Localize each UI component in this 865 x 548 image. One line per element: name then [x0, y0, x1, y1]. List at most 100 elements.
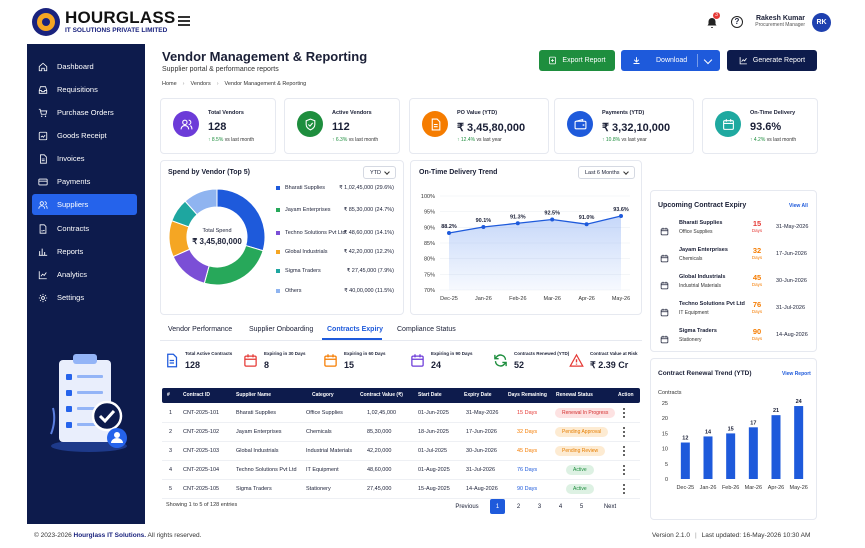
data-point[interactable] — [481, 225, 486, 230]
expiry-days: 32 Days — [751, 246, 763, 260]
pagination-previous[interactable]: Previous — [455, 503, 479, 510]
sidebar-item-settings[interactable]: Settings — [32, 287, 137, 308]
expiry-supplier: Techno Solutions Pvt Ltd — [679, 301, 745, 307]
data-point[interactable] — [515, 221, 520, 226]
expiry-supplier: Sigma Traders — [679, 328, 717, 334]
bar-value-label: 12 — [682, 436, 688, 442]
sidebar-item-contracts[interactable]: Contracts — [32, 218, 137, 239]
more-actions-icon[interactable] — [623, 408, 626, 418]
breadcrumb-vendors[interactable]: Vendors — [190, 81, 211, 87]
table-row[interactable]: 1 CNT-2025-101 Bharati Supplies Office Supp… — [162, 404, 640, 423]
kpi-label: Active Vendors — [332, 110, 372, 116]
sidebar-item-purchase-orders[interactable]: Purchase Orders — [32, 102, 137, 123]
tab-compliance-status[interactable]: Compliance Status — [397, 326, 456, 333]
bar[interactable] — [703, 436, 713, 479]
download-icon — [633, 57, 640, 64]
x-tick-label: Mar-26 — [745, 485, 762, 491]
stat-value: 128 — [185, 360, 201, 370]
data-point[interactable] — [619, 214, 623, 219]
column-header[interactable]: Start Date — [418, 392, 442, 398]
sidebar-item-reports[interactable]: Reports — [32, 241, 137, 262]
view-all-link[interactable]: View All — [789, 203, 808, 209]
kpi-value: 128 — [208, 121, 227, 133]
help-icon[interactable]: ? — [731, 16, 743, 28]
more-actions-icon[interactable] — [623, 465, 626, 475]
kpi-card[interactable]: PO Value (YTD) ₹ 3,45,80,000 ↑ 12.4% vs la… — [409, 98, 549, 154]
sidebar-item-requisitions[interactable]: Requisitions — [32, 79, 137, 100]
kpi-card[interactable]: Payments (YTD) ₹ 3,32,10,000 ↑ 10.8% vs la… — [554, 98, 694, 154]
expiry-item[interactable]: Jayam Enterprises Chemicals 32 Days 17-Jun-2… — [658, 247, 808, 273]
tab-contracts-expiry[interactable]: Contracts Expiry — [327, 326, 384, 333]
tab-vendor-performance[interactable]: Vendor Performance — [168, 326, 233, 333]
sidebar-item-dashboard[interactable]: Dashboard — [32, 56, 137, 77]
page-button[interactable]: 2 — [516, 503, 521, 510]
delivery-period-select[interactable]: Last 6 Months — [578, 166, 635, 179]
table-row[interactable]: 3 CNT-2025-103 Global Industrials Industria… — [162, 442, 640, 461]
status-badge: Active — [566, 484, 594, 494]
column-header[interactable]: Contract Value (₹) — [360, 392, 403, 398]
generate-report-button[interactable]: Generate Report — [727, 50, 817, 71]
sidebar-item-invoices[interactable]: Invoices — [32, 148, 137, 169]
sidebar-item-payments[interactable]: Payments — [32, 171, 137, 192]
column-header[interactable]: Supplier Name — [236, 392, 272, 398]
data-point[interactable] — [447, 230, 451, 235]
page-button[interactable]: 1 — [490, 499, 505, 514]
avatar[interactable]: RK — [812, 13, 831, 32]
expiry-days: 45 Days — [751, 273, 763, 287]
expiry-category: Industrial Materials — [679, 283, 721, 289]
bar[interactable] — [771, 415, 781, 479]
sidebar-item-suppliers[interactable]: Suppliers — [32, 194, 137, 215]
table-row[interactable]: 2 CNT-2025-102 Jayam Enterprises Chemicals 8… — [162, 423, 640, 442]
brand-logo[interactable]: HOURGLASS IT SOLUTIONS PRIVATE LIMITED — [32, 8, 175, 36]
expiry-date: 30-Jun-2026 — [776, 278, 807, 284]
sidebar-item-label: Reports — [57, 247, 84, 256]
menu-toggle-icon[interactable] — [178, 16, 190, 26]
breadcrumb-home[interactable]: Home — [162, 81, 177, 87]
tab-supplier-onboarding[interactable]: Supplier Onboarding — [249, 326, 314, 333]
column-header[interactable]: Expiry Date — [464, 392, 492, 398]
donut-slice[interactable] — [184, 188, 218, 216]
bar[interactable] — [748, 427, 758, 479]
page-button[interactable]: 5 — [579, 503, 584, 510]
kpi-card[interactable]: Total Vendors 128 ↑ 8.5% vs last month — [160, 98, 276, 154]
more-actions-icon[interactable] — [623, 484, 626, 494]
kpi-card[interactable]: On-Time Delivery 93.6% ↑ 4.2% vs last mont… — [702, 98, 818, 154]
sidebar-item-analytics[interactable]: Analytics — [32, 264, 137, 285]
expiry-days-unit: Days — [751, 254, 763, 260]
expiry-item[interactable]: Global Industrials Industrial Materials 45… — [658, 274, 808, 300]
kpi-card[interactable]: Active Vendors 112 ↑ 6.3% vs last month — [284, 98, 400, 154]
bar[interactable] — [794, 406, 804, 479]
bar[interactable] — [680, 442, 690, 479]
expiry-item[interactable]: Sigma Traders Stationery 90 Days 14-Aug-2026 — [658, 328, 808, 354]
column-header[interactable]: # — [167, 392, 170, 398]
calendar-icon — [410, 353, 425, 368]
pagination-next[interactable]: Next — [603, 503, 617, 510]
column-header[interactable]: Contract ID — [183, 392, 210, 398]
page-button[interactable]: 3 — [537, 503, 542, 510]
days-remaining: 76 Days — [517, 467, 538, 473]
page-button[interactable]: 4 — [558, 503, 563, 510]
sidebar-item-goods-receipt[interactable]: Goods Receipt — [32, 125, 137, 146]
data-point[interactable] — [550, 217, 555, 222]
column-header[interactable]: Days Remaining — [508, 392, 547, 398]
more-actions-icon[interactable] — [623, 446, 626, 456]
table-row[interactable]: 4 CNT-2025-104 Techno Solutions Pvt Ltd IT … — [162, 461, 640, 480]
chevron-down-icon[interactable] — [703, 55, 713, 65]
kpi-label: On-Time Delivery — [750, 110, 796, 116]
view-report-link[interactable]: View Report — [782, 371, 811, 377]
user-info[interactable]: Rakesh Kumar Procurement Manager — [752, 15, 805, 28]
table-row[interactable]: 5 CNT-2025-105 Sigma Traders Stationery 27,4… — [162, 480, 640, 499]
column-header[interactable]: Renewal Status — [556, 392, 593, 398]
spend-period-select[interactable]: YTD — [363, 166, 396, 179]
expiry-item[interactable]: Techno Solutions Pvt Ltd IT Equipment 76 Da… — [658, 301, 808, 327]
column-header[interactable]: Category — [312, 392, 334, 398]
data-point[interactable] — [584, 222, 589, 227]
export-report-button[interactable]: Export Report — [539, 50, 615, 71]
notification-bell-icon[interactable] — [706, 16, 718, 28]
download-button[interactable]: Download — [621, 50, 720, 71]
more-actions-icon[interactable] — [623, 427, 626, 437]
column-header[interactable]: Action — [618, 392, 634, 398]
expiry-item[interactable]: Bharati Supplies Office Supplies 15 Days 31-… — [658, 220, 808, 246]
donut-slice[interactable] — [203, 244, 264, 286]
bar[interactable] — [726, 433, 736, 479]
